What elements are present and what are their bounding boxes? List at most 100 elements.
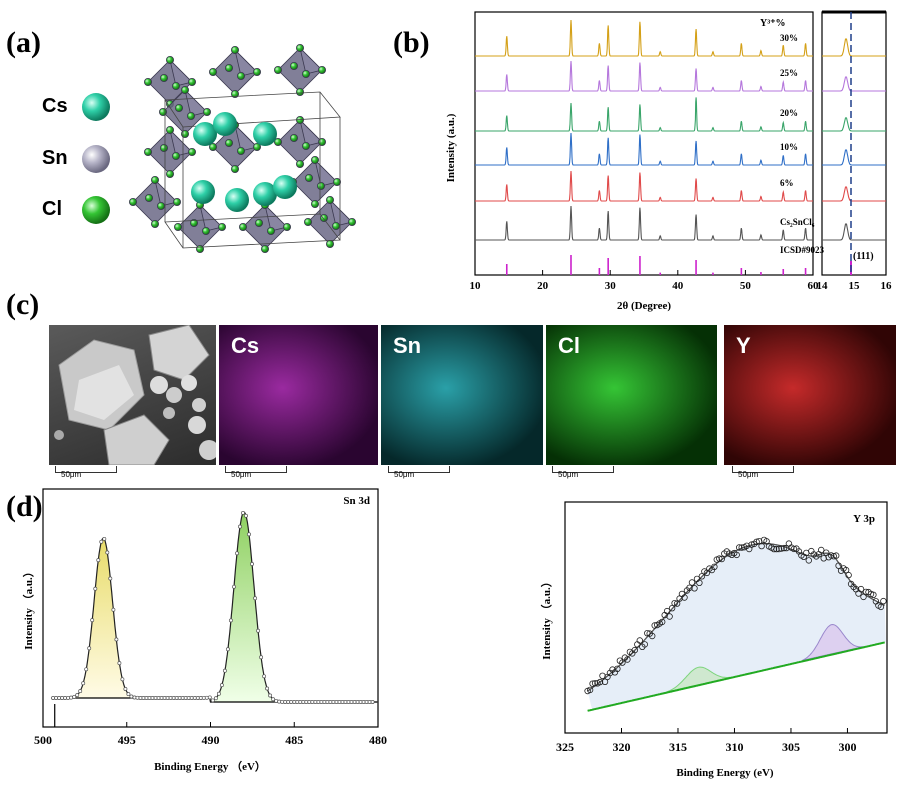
cl-atom bbox=[310, 199, 319, 208]
octahedron bbox=[143, 55, 197, 109]
xps-y-point bbox=[877, 603, 885, 611]
xps-sn-point bbox=[90, 618, 95, 623]
xps-y-point bbox=[773, 545, 780, 553]
xps-y-point bbox=[686, 584, 693, 591]
xps-y-point bbox=[820, 555, 827, 562]
cl-atom bbox=[129, 197, 137, 206]
xps-sn-point bbox=[168, 696, 173, 700]
xps-sn-point bbox=[81, 681, 86, 686]
xps-y-point bbox=[589, 680, 596, 687]
octahedron bbox=[209, 46, 261, 99]
eds-map-cs: Cs bbox=[219, 325, 378, 465]
xrd-xtick: 30 bbox=[605, 280, 617, 292]
cl-atom bbox=[181, 86, 190, 95]
cs-atom bbox=[273, 175, 297, 199]
legend-label-sn: Sn bbox=[42, 147, 68, 169]
xps-y-title: Y 3p bbox=[853, 513, 875, 525]
xps-sn-point bbox=[268, 693, 273, 698]
cl-atom bbox=[237, 71, 246, 80]
xrd-series-label: 6% bbox=[780, 178, 794, 188]
cs-sphere bbox=[82, 93, 110, 121]
inset-peak-label: (111) bbox=[853, 251, 874, 262]
xps-y-point bbox=[778, 545, 785, 552]
xps-sn-point bbox=[105, 550, 110, 555]
xps-y-point bbox=[668, 604, 676, 612]
xps-sn-point bbox=[189, 696, 194, 700]
xps-y-point bbox=[842, 566, 850, 574]
xps-sn-point bbox=[250, 562, 254, 566]
xps-y-point bbox=[860, 593, 867, 601]
xrd-series-line bbox=[475, 132, 813, 166]
xps-sn-xtick: 495 bbox=[118, 733, 136, 747]
cl-sphere bbox=[82, 196, 110, 224]
xps-y-xtick: 305 bbox=[782, 740, 800, 754]
xps-y-point bbox=[770, 545, 778, 553]
xps-sn-point bbox=[114, 637, 119, 642]
cl-atom bbox=[301, 69, 310, 78]
cl-atom bbox=[225, 139, 234, 148]
xrd-ylabel: Intensity (a.u.) bbox=[445, 113, 457, 182]
cl-atom bbox=[231, 165, 240, 174]
cs-atom bbox=[253, 122, 277, 146]
sn-sphere bbox=[82, 145, 110, 173]
xps-y-point bbox=[790, 545, 798, 553]
xps-sn-xtick: 490 bbox=[202, 733, 220, 747]
cl-atom bbox=[319, 213, 328, 222]
cl-atom bbox=[175, 104, 184, 113]
xps-y-point bbox=[763, 538, 770, 545]
xps-sn-point bbox=[253, 596, 258, 601]
cs-atom bbox=[225, 188, 249, 212]
eds-map-cl: Cl bbox=[546, 325, 717, 465]
xps-sn-point bbox=[129, 694, 134, 699]
cs-atom bbox=[193, 122, 217, 146]
xps-y-point bbox=[835, 562, 842, 569]
xps-sn-point bbox=[349, 700, 354, 704]
xrd-series-label: 25% bbox=[780, 68, 798, 78]
cl-atom bbox=[273, 138, 282, 147]
xps-y-xtick: 320 bbox=[612, 740, 630, 754]
xps-y-point bbox=[758, 542, 765, 550]
octahedron bbox=[143, 126, 197, 178]
xrd-inset-line bbox=[822, 149, 886, 166]
cl-atom bbox=[316, 181, 325, 190]
cl-atom bbox=[282, 222, 291, 231]
xrd-inset-xtick: 16 bbox=[881, 280, 893, 292]
xrd-inset-line bbox=[822, 186, 886, 202]
xps-sn-point bbox=[216, 691, 221, 696]
cl-atom bbox=[310, 156, 319, 165]
xps-sn-point bbox=[210, 698, 215, 703]
cl-atom bbox=[331, 221, 340, 230]
cl-atom bbox=[150, 219, 159, 228]
xps-y-point bbox=[688, 579, 696, 586]
sem-image bbox=[49, 325, 216, 465]
xps-sn-point bbox=[213, 696, 218, 701]
xps-sn-point bbox=[207, 695, 212, 700]
xps-y-point bbox=[681, 594, 688, 601]
xps-y-point bbox=[880, 597, 887, 605]
xps-y-chart: Y 3p Intensity （a.u.） Binding Energy (eV… bbox=[540, 501, 888, 779]
eds-map-sn: Sn bbox=[381, 325, 543, 465]
xps-sn-point bbox=[235, 551, 239, 556]
xps-y-point bbox=[845, 571, 852, 579]
cl-atom bbox=[203, 108, 212, 117]
xrd-series-line bbox=[475, 97, 813, 132]
xps-y-point bbox=[624, 656, 631, 663]
octahedron bbox=[129, 175, 182, 228]
cl-atom bbox=[218, 222, 227, 231]
cl-atom bbox=[157, 201, 166, 210]
xps-y-point bbox=[691, 585, 698, 592]
xrd-xtick: 50 bbox=[740, 280, 752, 292]
cl-atom bbox=[159, 108, 168, 117]
sem-particles bbox=[54, 325, 216, 465]
cl-atom bbox=[166, 55, 175, 64]
xps-y-point bbox=[619, 659, 626, 666]
xrd-xtick: 60 bbox=[808, 280, 820, 292]
cl-atom bbox=[160, 74, 169, 83]
cl-atom bbox=[304, 173, 313, 182]
cl-atom bbox=[209, 67, 218, 76]
xps-sn-xtick: 485 bbox=[285, 733, 303, 747]
cl-atom bbox=[260, 244, 269, 253]
xrd-series-line bbox=[475, 19, 813, 57]
xps-sn-point bbox=[84, 667, 89, 672]
xrd-series-label: 20% bbox=[780, 108, 798, 118]
